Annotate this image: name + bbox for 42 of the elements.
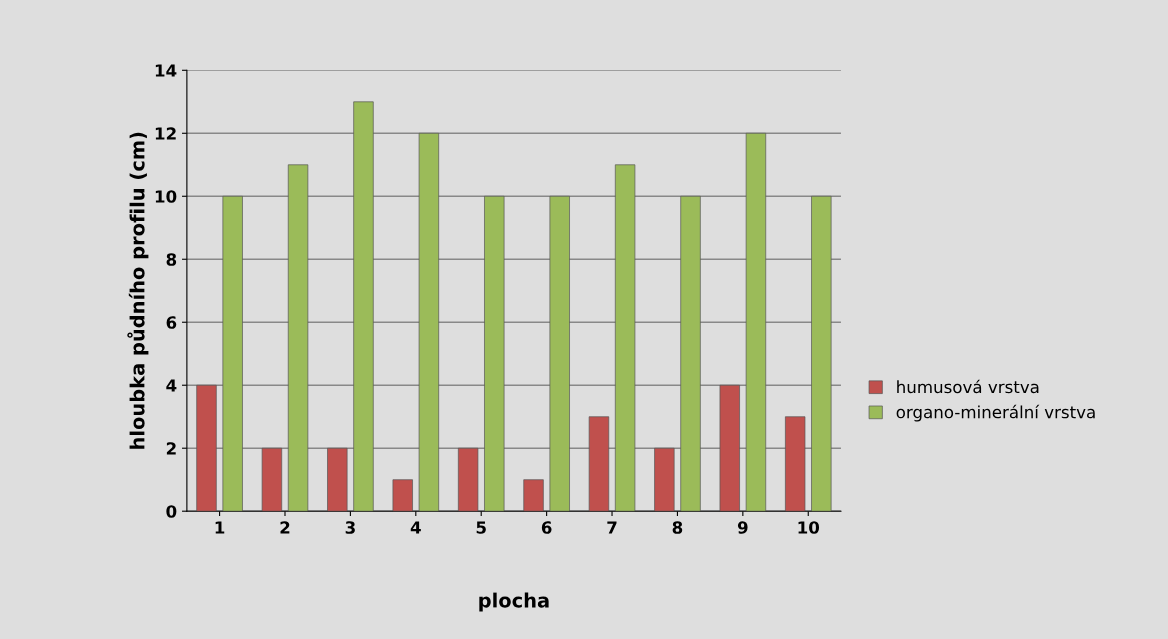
x-tick-label: 7 [607,521,617,534]
bar [287,164,309,512]
bar [484,195,505,512]
bar [719,384,740,512]
bar [680,195,701,512]
bar [588,416,610,512]
bar [457,447,479,512]
bar [745,132,767,512]
legend-label: humusová vrstva [897,379,1039,394]
x-tick-label: 8 [672,521,683,534]
x-tick-label: 6 [541,521,552,534]
y-tick-label: 14 [155,64,177,77]
y-tick-label: 10 [155,190,177,203]
bar [523,479,544,512]
bar [785,416,806,512]
legend-label: organo-minerální vrstva [896,404,1095,422]
bar [261,447,283,512]
bar [222,195,243,512]
y-tick-label: 8 [166,253,177,266]
y-tick-label: 6 [166,316,177,329]
bar [353,101,374,512]
bar [392,479,413,512]
bar [614,164,636,512]
bar [418,132,440,512]
y-tick-label: 4 [166,379,177,392]
x-tick-label: 3 [345,521,355,534]
bar [811,195,832,512]
y-tick-label: 2 [166,442,176,455]
x-tick-label: 1 [215,521,225,534]
x-tick-label: 9 [737,521,748,534]
x-tick-label: 5 [476,521,486,534]
bar [654,447,675,512]
y-axis-title: hloubka půdního profilu (cm) [127,132,149,449]
x-tick-label: 4 [410,521,421,534]
bar [549,195,570,512]
y-tick-label: 12 [155,127,176,140]
x-axis-title: plocha [479,592,549,612]
bar [196,384,217,512]
bar [327,447,348,512]
x-tick-label: 2 [280,521,290,534]
x-tick-label: 10 [798,521,820,534]
y-tick-label: 0 [166,505,177,518]
